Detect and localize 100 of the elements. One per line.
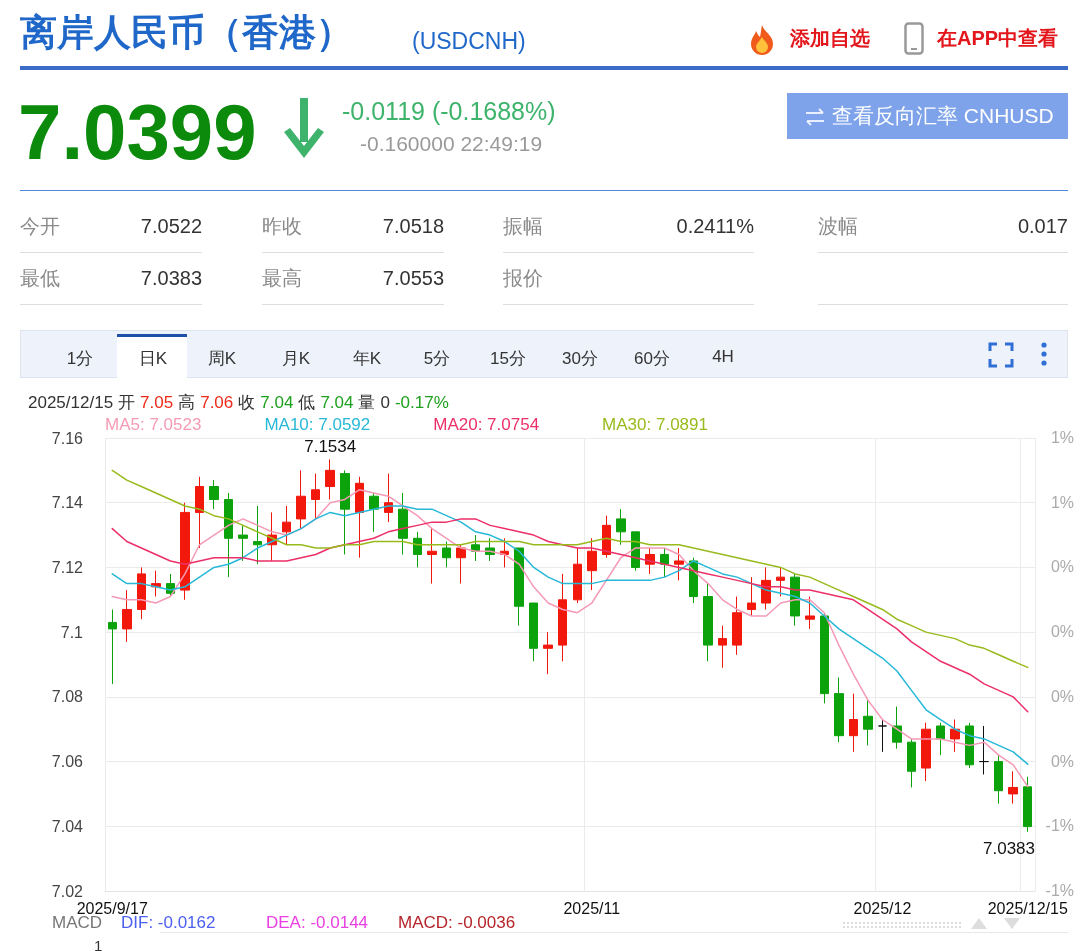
candlestick xyxy=(543,631,553,675)
candlestick xyxy=(340,469,350,555)
y-tick-label: 7.06 xyxy=(51,753,84,771)
candlestick xyxy=(398,492,408,555)
candlestick xyxy=(602,515,611,559)
candlestick xyxy=(282,505,291,546)
candlestick xyxy=(863,699,873,746)
text: 7.04 xyxy=(320,393,354,412)
candlestick xyxy=(355,476,364,559)
text: 1 xyxy=(94,937,103,951)
y-tick-label: 7.12 xyxy=(51,558,84,576)
candlestick xyxy=(573,547,582,604)
x-tick-label: 2025/11 xyxy=(563,899,621,917)
candlestick xyxy=(224,492,233,578)
text: 最低 xyxy=(20,267,60,289)
text: 0% xyxy=(1050,623,1074,641)
candlestick xyxy=(514,547,524,627)
text: 5分 xyxy=(423,348,451,370)
annotation: 7.0383 xyxy=(983,839,1035,858)
text: 最高 xyxy=(262,267,302,289)
text: 查看反向汇率 CNHUSD xyxy=(832,104,1054,127)
candlestick xyxy=(413,531,422,568)
candlestick xyxy=(674,547,684,581)
text: 日K xyxy=(138,348,168,370)
candlestick xyxy=(878,719,887,753)
text: 在APP中查看 xyxy=(937,27,1059,49)
text: 周K xyxy=(207,348,237,370)
candlestick xyxy=(703,583,713,662)
text: 7.0522 xyxy=(140,215,202,237)
text: 1分 xyxy=(66,348,94,370)
text: 高 xyxy=(178,393,196,412)
x-tick-label: 2025/12 xyxy=(853,899,912,917)
candlestick xyxy=(311,473,320,520)
y-tick-label: 7.1 xyxy=(60,623,84,641)
candlestick xyxy=(558,573,567,662)
candlestick xyxy=(325,458,335,500)
text: 0% xyxy=(1050,752,1074,770)
text: 1% xyxy=(1050,429,1074,446)
text: 7.06 xyxy=(200,393,234,412)
text: MA30: 7.0891 xyxy=(602,415,708,434)
candlestick xyxy=(892,706,902,750)
candlestick xyxy=(907,738,916,788)
text: DEA: -0.0144 xyxy=(266,913,369,932)
candlestick xyxy=(209,479,219,510)
text: 1% xyxy=(1050,493,1074,511)
text: 低 xyxy=(298,393,316,412)
candlestick xyxy=(296,469,306,530)
text: 月K xyxy=(281,348,311,370)
text: 7.0383 xyxy=(140,267,202,289)
text: 4H xyxy=(712,347,734,367)
text: 60分 xyxy=(634,348,670,370)
candlestick xyxy=(776,566,785,598)
y-tick-label: 7.08 xyxy=(51,688,84,706)
candlestick xyxy=(195,476,204,549)
text: 0.017 xyxy=(1017,215,1068,237)
text: 15分 xyxy=(490,348,526,370)
candlestick xyxy=(616,508,626,546)
x-tick-label: 2025/12/15 xyxy=(987,899,1068,917)
text: 昨收 xyxy=(262,215,302,237)
candlestick xyxy=(122,589,132,643)
line-series xyxy=(111,469,1029,669)
text: 收 xyxy=(238,393,256,412)
text: 今开 xyxy=(20,215,60,237)
y-tick-label: 7.16 xyxy=(51,429,84,447)
text: 0% xyxy=(1050,558,1074,576)
text: 7.04 xyxy=(260,393,294,412)
chart-title: 离岸人民币（香港） xyxy=(20,12,353,53)
text: 报价 xyxy=(503,267,543,289)
text: 0% xyxy=(1050,687,1074,705)
candlestick xyxy=(180,502,190,601)
candlestick xyxy=(427,528,437,585)
text: 2025/12/15 xyxy=(28,393,114,412)
text: 7.0399 xyxy=(18,88,257,176)
candlestick xyxy=(834,676,844,743)
candlestick xyxy=(456,544,466,585)
text: 7.0553 xyxy=(382,267,444,289)
text: -0.160000 22:49:19 xyxy=(360,132,543,155)
text: 年K xyxy=(352,348,382,370)
candlestick xyxy=(442,541,451,568)
candlestick xyxy=(849,693,858,753)
candlestick xyxy=(805,596,815,630)
text: 7.05 xyxy=(140,393,174,412)
candlestick xyxy=(1023,776,1032,833)
candlestick xyxy=(965,722,974,769)
text: 0 xyxy=(380,393,390,412)
candlestick xyxy=(253,505,262,565)
y-tick-label: 7.04 xyxy=(51,817,84,835)
chart-subtitle: (USDCNH) xyxy=(412,28,526,54)
text: -1% xyxy=(1045,882,1074,899)
candlestick xyxy=(950,719,960,753)
annotation: 7.1534 xyxy=(304,437,357,457)
text: 7.0518 xyxy=(382,215,444,237)
candlestick xyxy=(718,625,727,669)
text: 0.2411% xyxy=(676,215,754,237)
candlestick xyxy=(108,608,117,685)
candlestick xyxy=(660,547,669,578)
candlestick xyxy=(921,722,931,782)
text: MA10: 7.0592 xyxy=(264,415,371,434)
candlestick xyxy=(587,537,597,591)
candlestick xyxy=(994,754,1003,805)
